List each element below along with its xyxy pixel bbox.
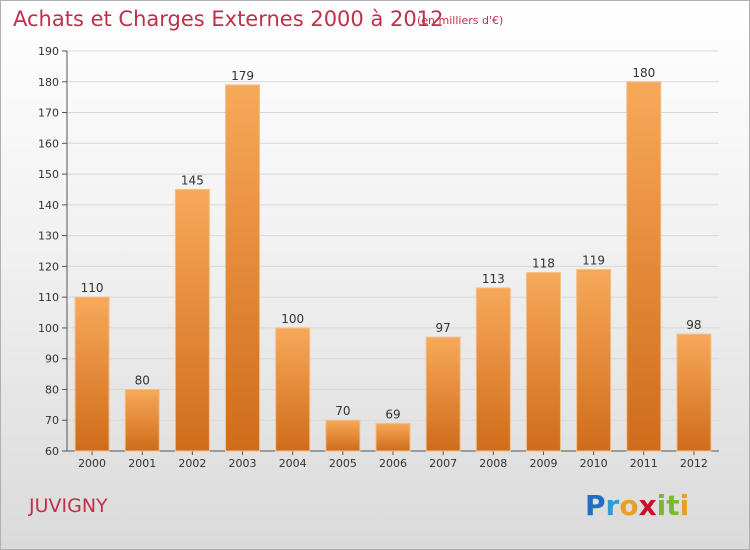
y-tick-label: 110 [38,291,59,304]
chart-title: Achats et Charges Externes 2000 à 2012 [13,7,444,31]
data-label-2006: 69 [385,407,400,421]
x-tick-label-2012: 2012 [680,457,708,470]
logo-letter: P [585,489,606,522]
y-tick-label: 100 [38,322,59,335]
logo-letter: t [666,489,680,522]
y-tick-label: 180 [38,76,59,89]
x-tick-label-2001: 2001 [128,457,156,470]
y-tick-label: 80 [45,383,59,396]
logo-letter: o [619,489,639,522]
bar-2000 [74,296,110,452]
x-tick-label-2006: 2006 [379,457,407,470]
y-tick-label: 190 [38,45,59,58]
data-label-2001: 80 [135,373,150,387]
x-tick-label-2009: 2009 [529,457,557,470]
bar-2003 [225,84,261,452]
y-tick-label: 90 [45,353,59,366]
logo-letter: x [638,489,657,522]
bar-2011 [626,81,662,452]
bar-2006 [375,422,411,452]
data-label-2010: 119 [582,253,605,267]
x-tick-label-2010: 2010 [580,457,608,470]
bar-2005 [325,419,361,452]
bar-2010 [576,268,612,452]
x-tick-label-2008: 2008 [479,457,507,470]
y-tick-label: 140 [38,199,59,212]
data-label-2008: 113 [482,272,505,286]
data-label-2003: 179 [231,69,254,83]
x-tick-label-2005: 2005 [329,457,357,470]
logo-letter: i [656,489,667,522]
y-tick-label: 150 [38,168,59,181]
logo-letter: r [605,489,620,522]
x-tick-label-2004: 2004 [279,457,307,470]
y-tick-label: 70 [45,414,59,427]
data-label-2005: 70 [335,404,350,418]
logo-letter: i [679,489,690,522]
x-tick-label-2003: 2003 [229,457,257,470]
data-label-2007: 97 [436,321,451,335]
y-tick-label: 130 [38,230,59,243]
data-label-2000: 110 [81,281,104,295]
x-tick-label-2000: 2000 [78,457,106,470]
x-tick-label-2007: 2007 [429,457,457,470]
bar-2001 [124,388,160,452]
commune-name: JUVIGNY [29,495,108,517]
data-label-2004: 100 [281,312,304,326]
data-label-2009: 118 [532,257,555,271]
y-tick-label: 170 [38,107,59,120]
chart-subtitle: (en milliers d'€) [417,14,504,27]
x-tick-label-2002: 2002 [178,457,206,470]
bar-2007 [425,336,461,452]
bar-2004 [275,327,311,452]
bar-2009 [525,272,561,452]
y-tick-label: 120 [38,260,59,273]
x-tick-label-2011: 2011 [630,457,658,470]
proxiti-logo: Proxiti [585,489,689,522]
bar-2012 [676,333,712,452]
data-label-2012: 98 [686,318,701,332]
bar-2008 [475,287,511,452]
data-label-2011: 180 [632,66,655,80]
y-tick-label: 60 [45,445,59,458]
y-tick-label: 160 [38,137,59,150]
data-label-2002: 145 [181,173,204,187]
bar-2002 [174,188,210,452]
